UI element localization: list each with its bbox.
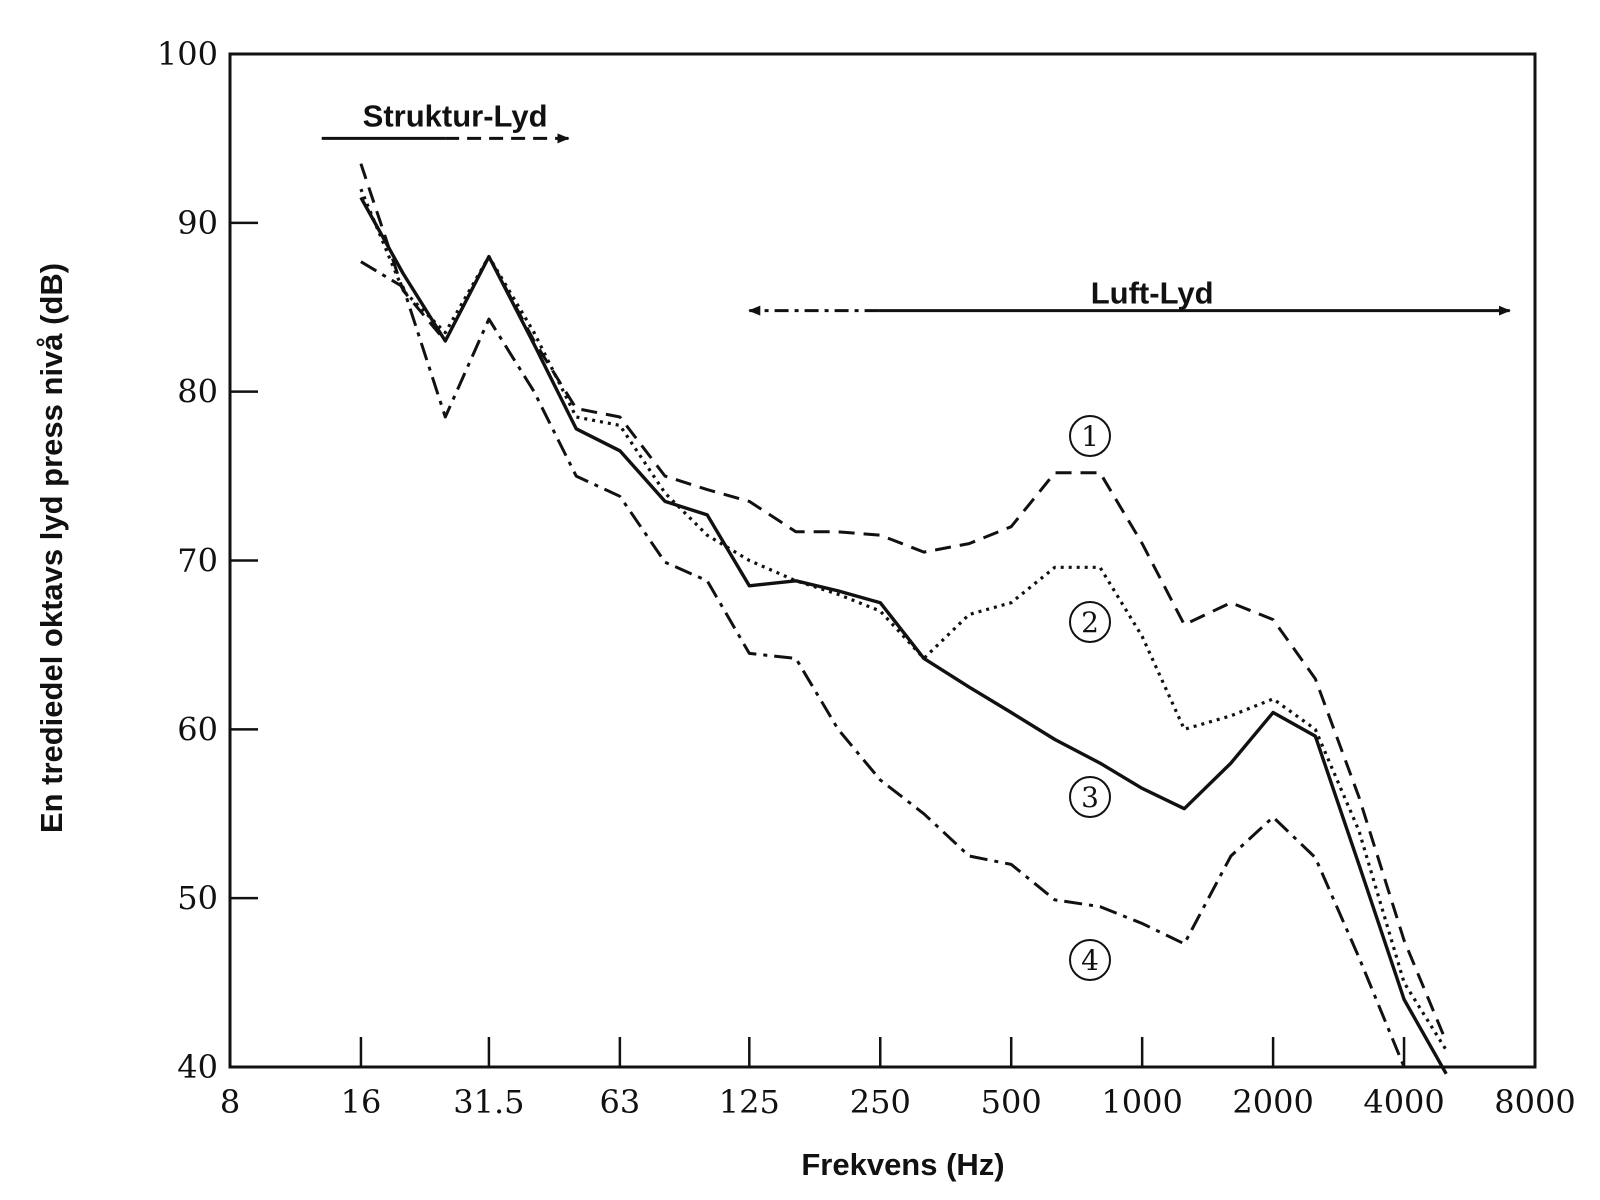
y-tick-label: 90 — [177, 204, 218, 242]
luft-lyd-label: Luft-Lyd — [1091, 276, 1214, 311]
series-marker-label-3: 3 — [1081, 781, 1099, 814]
series-marker-label-2: 2 — [1081, 606, 1099, 639]
series-marker-circle-1 — [1069, 415, 1111, 457]
y-axis-title: En trediedel oktavs lyd press nivå (dB) — [34, 263, 69, 833]
series-line-2 — [359, 188, 1448, 1051]
series-marker-label-1: 1 — [1081, 420, 1099, 453]
y-tick-label: 60 — [177, 710, 218, 748]
x-tick-label: 2000 — [1232, 1083, 1313, 1121]
series-line-3 — [359, 196, 1448, 1075]
series-marker-label-4: 4 — [1081, 944, 1099, 977]
axis-ticks: 8 16 31.5 63 125 250 500 1000 2000 4000 8000 40 50 60… — [157, 35, 1576, 1121]
struktur-lyd-label: Struktur-Lyd — [363, 98, 548, 133]
x-tick-label: 8 — [220, 1083, 240, 1121]
series-line-1 — [359, 163, 1448, 1043]
series-marker-circle-4 — [1069, 939, 1111, 981]
series-lines — [359, 163, 1448, 1075]
series-line-4 — [360, 260, 1406, 1068]
x-axis-title: Frekvens (Hz) — [801, 1147, 1004, 1182]
x-tick-label: 8000 — [1494, 1083, 1575, 1121]
x-tick-label: 1000 — [1101, 1083, 1182, 1121]
x-tick-label: 4000 — [1363, 1083, 1444, 1121]
series-markers: 1 2 3 4 — [1069, 415, 1111, 981]
x-tick-label: 16 — [341, 1083, 382, 1121]
series-marker-circle-3 — [1069, 776, 1111, 818]
x-tick-label: 31.5 — [453, 1083, 524, 1121]
y-tick-label: 50 — [177, 879, 218, 917]
y-tick-label: 70 — [177, 542, 218, 580]
x-tick-label: 125 — [719, 1083, 780, 1121]
x-tick-label: 63 — [600, 1083, 641, 1121]
y-tick-label: 80 — [177, 373, 218, 411]
x-tick-label: 250 — [850, 1083, 911, 1121]
band-annotations: Struktur-Lyd Luft-Lyd — [321, 98, 1511, 316]
series-marker-circle-2 — [1069, 601, 1111, 643]
y-tick-label: 40 — [177, 1048, 218, 1086]
y-tick-label: 100 — [157, 35, 218, 73]
x-tick-label: 500 — [981, 1083, 1042, 1121]
